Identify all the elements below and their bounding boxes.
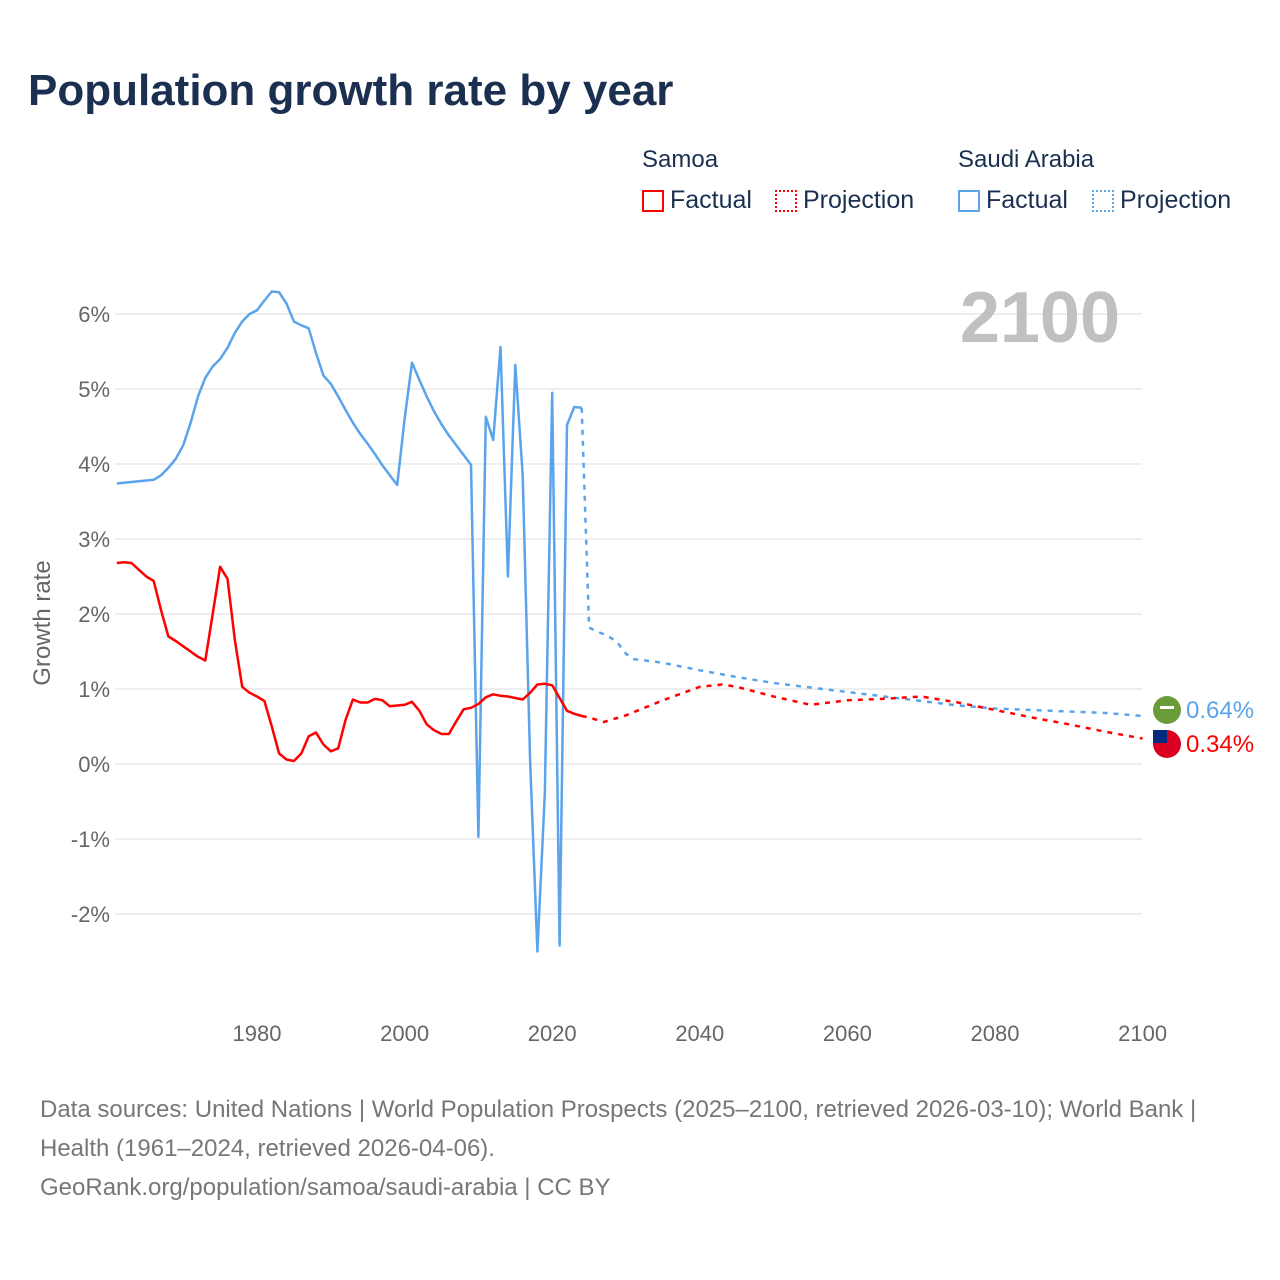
y-tick-label: 6%: [78, 302, 110, 327]
legend-label: Projection: [803, 186, 915, 214]
plot-area: -2% -1% 0% 1% 2% 3% 4% 5% 6% 1980 2000 2020 2040 2060…: [29, 278, 1254, 1046]
x-tick-label: 2100: [1118, 1021, 1167, 1046]
legend-group-samoa: Samoa: [642, 146, 719, 173]
x-tick-label: 2060: [823, 1021, 872, 1046]
y-tick-label: 3%: [78, 527, 110, 552]
footer-sources: Data sources: United Nations | World Pop…: [40, 1096, 1197, 1162]
x-tick-label: 1980: [233, 1021, 282, 1046]
x-tick-label: 2080: [971, 1021, 1020, 1046]
samoa-factual-line: [116, 561, 583, 763]
legend-swatch: [642, 189, 664, 212]
footer: Data sources: United Nations | World Pop…: [40, 1090, 1240, 1207]
legend-label: Factual: [670, 186, 752, 214]
y-tick-label: 4%: [78, 452, 110, 477]
x-tick-label: 2040: [675, 1021, 724, 1046]
y-tick-label: -2%: [71, 902, 110, 927]
end-value-label: 0.64%: [1186, 697, 1254, 724]
samoa-projection-line: [581, 683, 1143, 740]
saudi-arabia-projection-line: [580, 407, 1143, 718]
legend-saudi-factual[interactable]: Factual: [958, 186, 1068, 215]
legend-label: Projection: [1120, 186, 1232, 214]
legend-samoa-factual[interactable]: Factual: [642, 186, 752, 215]
saudi-flag-sword: [1160, 706, 1174, 709]
x-tick-label: 2000: [380, 1021, 429, 1046]
legend-label: Factual: [986, 186, 1068, 214]
end-value-label: 0.34%: [1186, 731, 1254, 758]
saudi-arabia-factual-line: [116, 290, 582, 953]
y-axis-label: Growth rate: [29, 560, 56, 685]
legend-samoa-projection[interactable]: Projection: [775, 186, 914, 215]
y-tick-label: 2%: [78, 602, 110, 627]
y-tick-label: -1%: [71, 827, 110, 852]
chart-title: Population growth rate by year: [28, 66, 674, 115]
legend-swatch: [775, 189, 797, 212]
legend-swatch: [958, 189, 980, 212]
saudi-arabia-flag-icon: [1153, 696, 1181, 724]
y-tick-label: 5%: [78, 377, 110, 402]
legend-swatch: [1092, 189, 1114, 212]
year-watermark: 2100: [960, 278, 1120, 358]
y-tick-label: 1%: [78, 677, 110, 702]
x-tick-label: 2020: [528, 1021, 577, 1046]
y-tick-label: 0%: [78, 752, 110, 777]
legend-saudi-projection[interactable]: Projection: [1092, 186, 1231, 215]
samoa-flag-canton: [1153, 730, 1167, 743]
footer-link[interactable]: GeoRank.org/population/samoa/saudi-arabi…: [40, 1174, 611, 1201]
legend-group-saudi-arabia: Saudi Arabia: [958, 146, 1095, 173]
